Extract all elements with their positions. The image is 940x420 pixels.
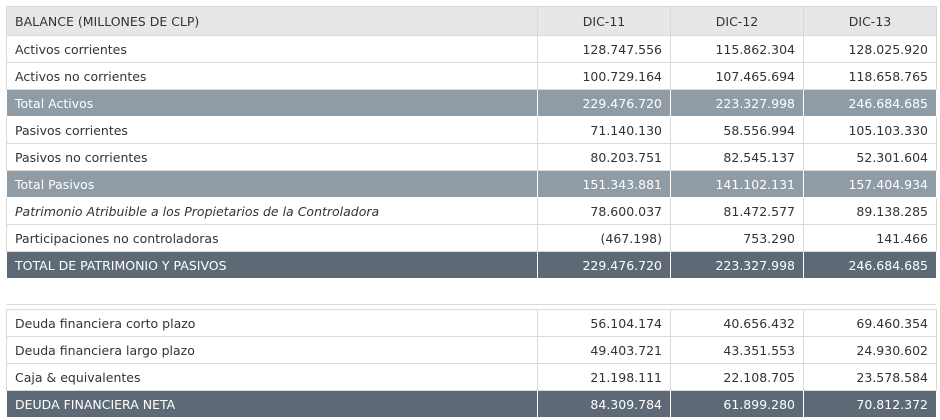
row-label: Deuda financiera corto plazo xyxy=(6,309,538,337)
row-activos-no-corrientes: Activos no corrientes 100.729.164 107.46… xyxy=(6,62,937,90)
row-participaciones-no-controladoras: Participaciones no controladoras (467.19… xyxy=(6,224,937,252)
value-dic-11: 84.309.784 xyxy=(537,390,671,418)
value-dic-13: 52.301.604 xyxy=(803,143,937,171)
value-dic-13: 105.103.330 xyxy=(803,116,937,144)
row-deuda-corto-plazo: Deuda financiera corto plazo 56.104.174 … xyxy=(6,309,937,337)
value-dic-12: 40.656.432 xyxy=(670,309,804,337)
row-patrimonio-atribuible: Patrimonio Atribuible a los Propietarios… xyxy=(6,197,937,225)
balance-header-row: BALANCE (MILLONES DE CLP) DIC-11 DIC-12 … xyxy=(6,6,937,36)
header-dic-13: DIC-13 xyxy=(803,6,937,36)
header-dic-12: DIC-12 xyxy=(670,6,804,36)
row-label: TOTAL DE PATRIMONIO Y PASIVOS xyxy=(6,251,538,279)
header-dic-11: DIC-11 xyxy=(537,6,671,36)
row-deuda-largo-plazo: Deuda financiera largo plazo 49.403.721 … xyxy=(6,336,937,364)
value-dic-11: 151.343.881 xyxy=(537,170,671,198)
value-dic-11: 56.104.174 xyxy=(537,309,671,337)
value-dic-12: 22.108.705 xyxy=(670,363,804,391)
value-dic-11: (467.198) xyxy=(537,224,671,252)
row-label: Activos no corrientes xyxy=(6,62,538,90)
balance-table: BALANCE (MILLONES DE CLP) DIC-11 DIC-12 … xyxy=(6,6,937,279)
value-dic-13: 128.025.920 xyxy=(803,35,937,63)
balance-header-label: BALANCE (MILLONES DE CLP) xyxy=(6,6,538,36)
value-dic-12: 58.556.994 xyxy=(670,116,804,144)
value-dic-13: 246.684.685 xyxy=(803,251,937,279)
value-dic-11: 80.203.751 xyxy=(537,143,671,171)
value-dic-11: 229.476.720 xyxy=(537,251,671,279)
value-dic-12: 82.545.137 xyxy=(670,143,804,171)
value-dic-12: 753.290 xyxy=(670,224,804,252)
value-dic-12: 107.465.694 xyxy=(670,62,804,90)
value-dic-11: 49.403.721 xyxy=(537,336,671,364)
row-label: Pasivos corrientes xyxy=(6,116,538,144)
row-total-activos: Total Activos 229.476.720 223.327.998 24… xyxy=(6,89,937,117)
debt-table: Deuda financiera corto plazo 56.104.174 … xyxy=(6,309,937,418)
value-dic-12: 43.351.553 xyxy=(670,336,804,364)
row-total-patrimonio-y-pasivos: TOTAL DE PATRIMONIO Y PASIVOS 229.476.72… xyxy=(6,251,937,279)
row-activos-corrientes: Activos corrientes 128.747.556 115.862.3… xyxy=(6,35,937,63)
value-dic-13: 23.578.584 xyxy=(803,363,937,391)
value-dic-11: 229.476.720 xyxy=(537,89,671,117)
row-label: Deuda financiera largo plazo xyxy=(6,336,538,364)
value-dic-12: 223.327.998 xyxy=(670,89,804,117)
row-caja-equivalentes: Caja & equivalentes 21.198.111 22.108.70… xyxy=(6,363,937,391)
value-dic-12: 81.472.577 xyxy=(670,197,804,225)
table-separator xyxy=(6,304,936,305)
value-dic-11: 78.600.037 xyxy=(537,197,671,225)
value-dic-13: 89.138.285 xyxy=(803,197,937,225)
row-label: Participaciones no controladoras xyxy=(6,224,538,252)
value-dic-13: 118.658.765 xyxy=(803,62,937,90)
row-pasivos-corrientes: Pasivos corrientes 71.140.130 58.556.994… xyxy=(6,116,937,144)
value-dic-11: 100.729.164 xyxy=(537,62,671,90)
value-dic-11: 21.198.111 xyxy=(537,363,671,391)
row-label: Caja & equivalentes xyxy=(6,363,538,391)
value-dic-12: 223.327.998 xyxy=(670,251,804,279)
value-dic-12: 61.899.280 xyxy=(670,390,804,418)
row-label: Pasivos no corrientes xyxy=(6,143,538,171)
row-pasivos-no-corrientes: Pasivos no corrientes 80.203.751 82.545.… xyxy=(6,143,937,171)
row-deuda-financiera-neta: DEUDA FINANCIERA NETA 84.309.784 61.899.… xyxy=(6,390,937,418)
value-dic-13: 24.930.602 xyxy=(803,336,937,364)
value-dic-12: 141.102.131 xyxy=(670,170,804,198)
row-label: Total Pasivos xyxy=(6,170,538,198)
value-dic-13: 70.812.372 xyxy=(803,390,937,418)
value-dic-11: 128.747.556 xyxy=(537,35,671,63)
value-dic-13: 69.460.354 xyxy=(803,309,937,337)
value-dic-12: 115.862.304 xyxy=(670,35,804,63)
row-label: Patrimonio Atribuible a los Propietarios… xyxy=(6,197,538,225)
row-label: Activos corrientes xyxy=(6,35,538,63)
value-dic-11: 71.140.130 xyxy=(537,116,671,144)
value-dic-13: 141.466 xyxy=(803,224,937,252)
value-dic-13: 157.404.934 xyxy=(803,170,937,198)
row-total-pasivos: Total Pasivos 151.343.881 141.102.131 15… xyxy=(6,170,937,198)
row-label: Total Activos xyxy=(6,89,538,117)
row-label: DEUDA FINANCIERA NETA xyxy=(6,390,538,418)
value-dic-13: 246.684.685 xyxy=(803,89,937,117)
